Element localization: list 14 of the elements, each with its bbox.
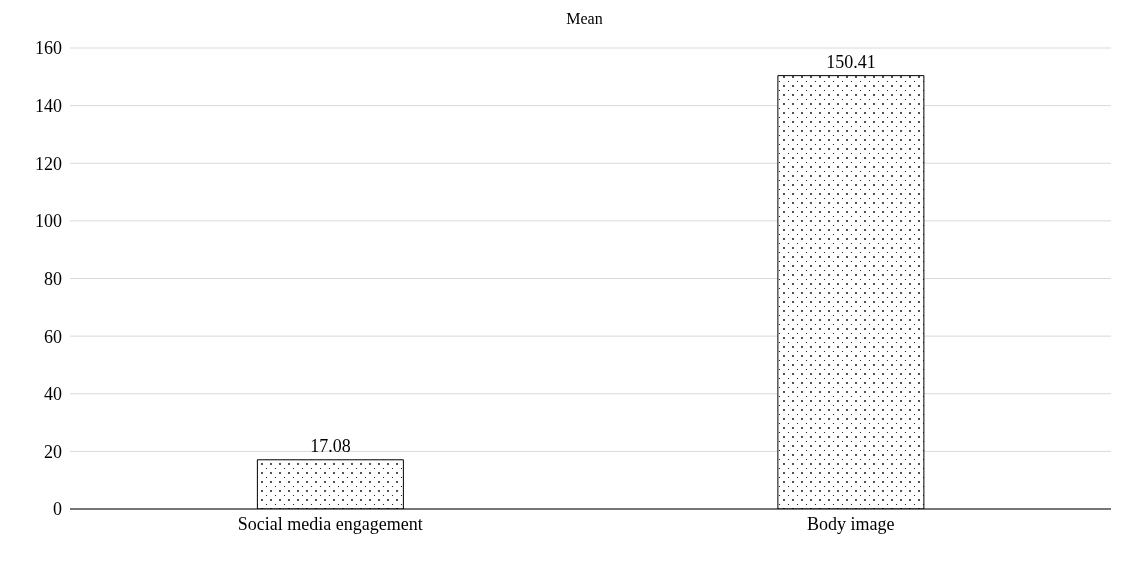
chart-title: Mean: [565, 9, 604, 29]
y-tick-label: 140: [35, 96, 62, 117]
y-tick-label: 80: [44, 268, 62, 289]
y-tick-label: 100: [35, 211, 62, 232]
y-tick-label: 20: [44, 441, 62, 462]
y-tick-label: 60: [44, 326, 62, 347]
y-tick-label: 120: [35, 153, 62, 174]
data-label: 17.08: [310, 435, 351, 456]
data-label: 150.41: [826, 51, 876, 72]
y-tick-label: 0: [53, 499, 62, 520]
x-tick-label: Body image: [807, 513, 895, 534]
y-tick-label: 40: [44, 384, 62, 405]
y-tick-label: 160: [35, 38, 62, 59]
x-tick-label: Social media engagement: [237, 513, 423, 534]
